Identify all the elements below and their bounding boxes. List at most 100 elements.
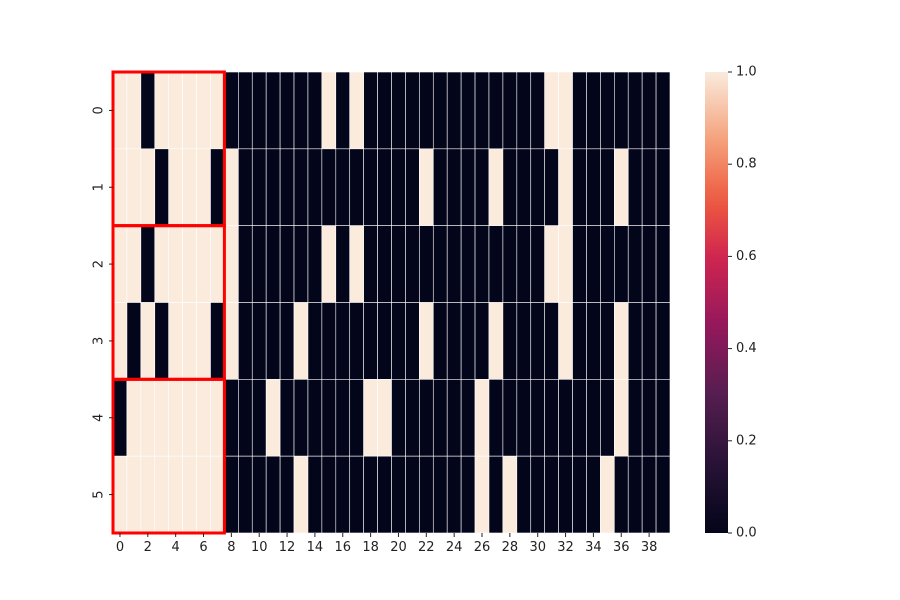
heatmap-cell xyxy=(600,148,615,226)
x-tick-label: 0 xyxy=(116,540,124,555)
heatmap-cell xyxy=(140,379,156,457)
heatmap-cell xyxy=(335,71,351,150)
heatmap-cell xyxy=(405,379,420,457)
highlight-box xyxy=(111,377,226,535)
heatmap-cell xyxy=(627,148,643,226)
heatmap-cell xyxy=(474,148,490,226)
heatmap-cell xyxy=(655,225,671,303)
colorbar-tick-label: 1.0 xyxy=(736,65,757,80)
heatmap-cell xyxy=(516,225,532,303)
colorbar: 0.0 0.2 0.4 0.6 0.8 1.0 xyxy=(705,65,757,541)
heatmap-cell xyxy=(474,302,490,380)
heatmap-cell xyxy=(558,148,573,226)
heatmap-cell xyxy=(530,225,545,303)
heatmap-cell xyxy=(530,455,545,534)
heatmap-cell xyxy=(224,71,239,150)
heatmap-cell xyxy=(460,379,476,457)
heatmap-cell xyxy=(377,379,392,457)
x-tick-label: 12 xyxy=(279,540,296,555)
x-tick-label: 4 xyxy=(172,540,180,555)
heatmap-cell xyxy=(363,379,378,457)
heatmap-cell xyxy=(627,71,643,150)
heatmap-cell xyxy=(238,379,253,457)
heatmap-cell xyxy=(377,302,392,380)
heatmap-cell xyxy=(224,379,239,457)
heatmap-cell xyxy=(502,148,518,226)
heatmap-cell xyxy=(140,302,156,380)
y-tick-label: 3 xyxy=(92,337,107,345)
heatmap-cell xyxy=(488,148,504,226)
heatmap-cell xyxy=(530,148,545,226)
heatmap-cell xyxy=(641,302,657,380)
heatmap-cell xyxy=(391,71,406,150)
heatmap-cell xyxy=(586,225,601,303)
heatmap-cell xyxy=(516,71,532,150)
heatmap-cell xyxy=(154,225,169,303)
heatmap-cell xyxy=(279,225,295,303)
heatmap-cell xyxy=(321,148,337,226)
heatmap-cells xyxy=(112,71,671,534)
heatmap-cell xyxy=(349,225,364,303)
heatmap-cell xyxy=(627,302,643,380)
heatmap-cell xyxy=(112,302,128,380)
heatmap-cell xyxy=(516,379,532,457)
heatmap-cell xyxy=(488,225,504,303)
heatmap-cell xyxy=(432,225,448,303)
heatmap-cell xyxy=(530,379,545,457)
heatmap-cell xyxy=(655,379,671,457)
heatmap-cell xyxy=(460,302,476,380)
y-tick-label: 5 xyxy=(92,490,107,498)
heatmap-cell xyxy=(279,302,295,380)
x-tick-label: 28 xyxy=(502,540,519,555)
heatmap-cell xyxy=(168,455,183,534)
heatmap-cell xyxy=(224,455,239,534)
heatmap-cell xyxy=(321,225,337,303)
heatmap-cell xyxy=(154,71,169,150)
x-tick-label: 24 xyxy=(446,540,463,555)
heatmap-cell xyxy=(168,302,183,380)
heatmap-cell xyxy=(112,225,128,303)
heatmap-cell xyxy=(126,302,142,380)
y-axis: 0 1 2 3 4 5 xyxy=(92,106,113,499)
heatmap-cell xyxy=(474,71,490,150)
x-tick-label: 18 xyxy=(362,540,379,555)
heatmap-cell xyxy=(405,455,420,534)
heatmap-cell xyxy=(405,148,420,226)
heatmap-cell xyxy=(349,302,364,380)
heatmap-cell xyxy=(196,148,211,226)
heatmap-cell xyxy=(321,71,337,150)
x-tick-label: 20 xyxy=(390,540,407,555)
heatmap-cell xyxy=(126,225,142,303)
heatmap-cell xyxy=(544,379,559,457)
heatmap-cell xyxy=(655,71,671,150)
heatmap-cell xyxy=(641,455,657,534)
heatmap-cell xyxy=(641,71,657,150)
heatmap-cell xyxy=(349,71,364,150)
heatmap-cell xyxy=(154,148,169,226)
heatmap-cell xyxy=(377,455,392,534)
heatmap-cell xyxy=(126,455,142,534)
heatmap-cell xyxy=(516,302,532,380)
heatmap-cell xyxy=(112,379,128,457)
heatmap-cell xyxy=(516,455,532,534)
heatmap-cell xyxy=(251,455,267,534)
heatmap-cell xyxy=(335,302,351,380)
heatmap-cell xyxy=(265,71,281,150)
colorbar-gradient xyxy=(705,72,728,533)
heatmap-cell xyxy=(558,225,573,303)
heatmap-cell xyxy=(265,302,281,380)
heatmap-cell xyxy=(251,379,267,457)
heatmap-cell xyxy=(154,379,169,457)
heatmap-cell xyxy=(572,379,587,457)
heatmap-cell xyxy=(488,379,504,457)
x-tick-label: 22 xyxy=(418,540,435,555)
heatmap-cell xyxy=(432,455,448,534)
heatmap-cell xyxy=(196,302,211,380)
heatmap-cell xyxy=(210,379,225,457)
heatmap-cell xyxy=(446,302,462,380)
heatmap-cell xyxy=(613,148,629,226)
heatmap-cell xyxy=(405,302,420,380)
heatmap-cell xyxy=(363,225,378,303)
heatmap-cell xyxy=(335,148,351,226)
